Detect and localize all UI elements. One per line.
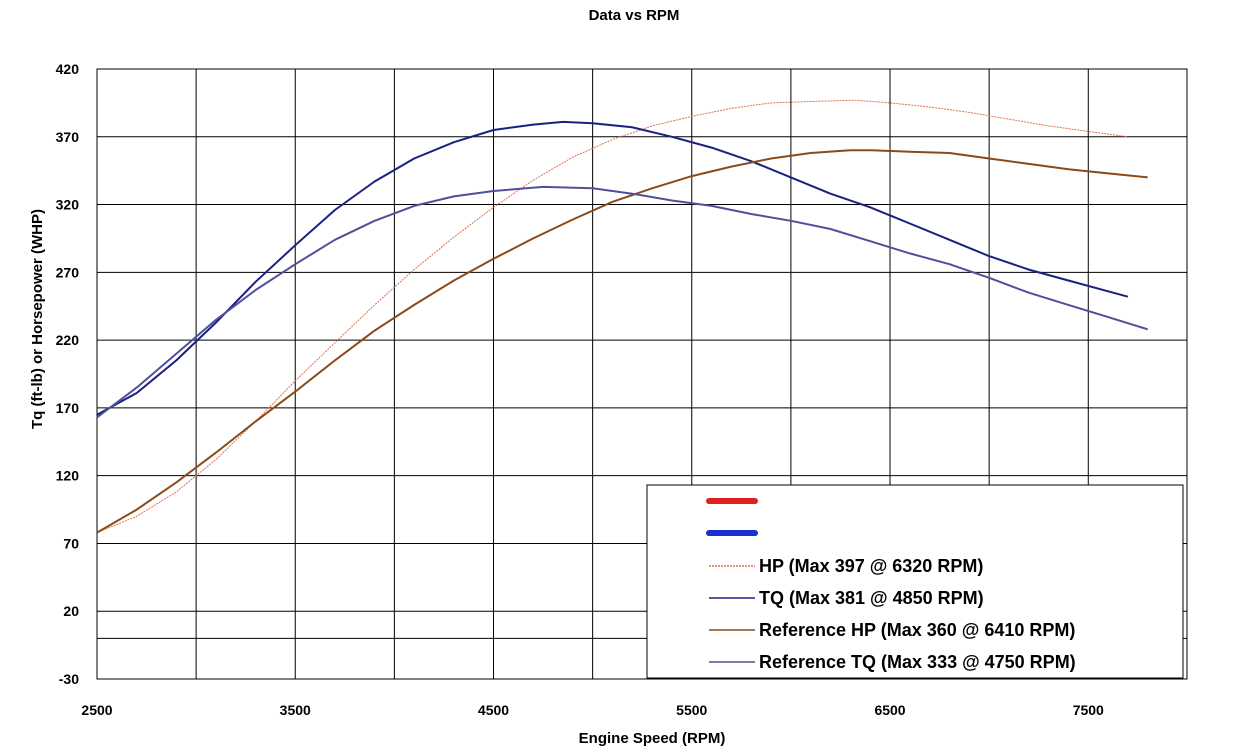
- x-axis-label: Engine Speed (RPM): [579, 730, 726, 747]
- legend-label: Reference HP (Max 360 @ 6410 RPM): [759, 620, 1075, 640]
- tick-labels: -30 20 70 120 170 220 270 320 370 420 2500 3500 4500…: [56, 61, 1104, 718]
- series-line-1: [96, 99, 1128, 534]
- y-tick-label: 120: [56, 468, 80, 484]
- y-tick-label: 320: [56, 197, 80, 213]
- y-tick-label: 220: [56, 332, 80, 348]
- y-axis-label: Tq (ft-lb) or Horsepower (WHP): [29, 209, 46, 429]
- series-lines: [96, 99, 1148, 534]
- legend: HP (Max 397 @ 6320 RPM) TQ (Max 381 @ 485…: [646, 484, 1184, 679]
- series-line-2: [96, 120, 1129, 416]
- x-tick-label: 7500: [1073, 702, 1104, 718]
- x-tick-label: 6500: [874, 702, 905, 718]
- series-line-4: [96, 185, 1148, 419]
- x-tick-label: 2500: [81, 702, 112, 718]
- y-tick-label: 20: [63, 603, 79, 619]
- plot-area: [96, 68, 1188, 680]
- legend-label: TQ (Max 381 @ 4850 RPM): [759, 588, 984, 608]
- y-tick-label: 270: [56, 264, 80, 280]
- x-tick-label: 4500: [478, 702, 509, 718]
- y-tick-label: 370: [56, 129, 80, 145]
- y-tick-label: -30: [59, 671, 79, 687]
- y-tick-label: 170: [56, 400, 80, 416]
- legend-box: [646, 484, 1184, 679]
- x-tick-label: 5500: [676, 702, 707, 718]
- x-tick-label: 3500: [280, 702, 311, 718]
- legend-label: HP (Max 397 @ 6320 RPM): [759, 556, 983, 576]
- y-tick-label: 420: [56, 61, 80, 77]
- legend-label: Reference TQ (Max 333 @ 4750 RPM): [759, 652, 1076, 672]
- y-tick-label: 70: [63, 535, 79, 551]
- series-line-3: [96, 149, 1148, 534]
- chart-title: Data vs RPM: [589, 7, 680, 24]
